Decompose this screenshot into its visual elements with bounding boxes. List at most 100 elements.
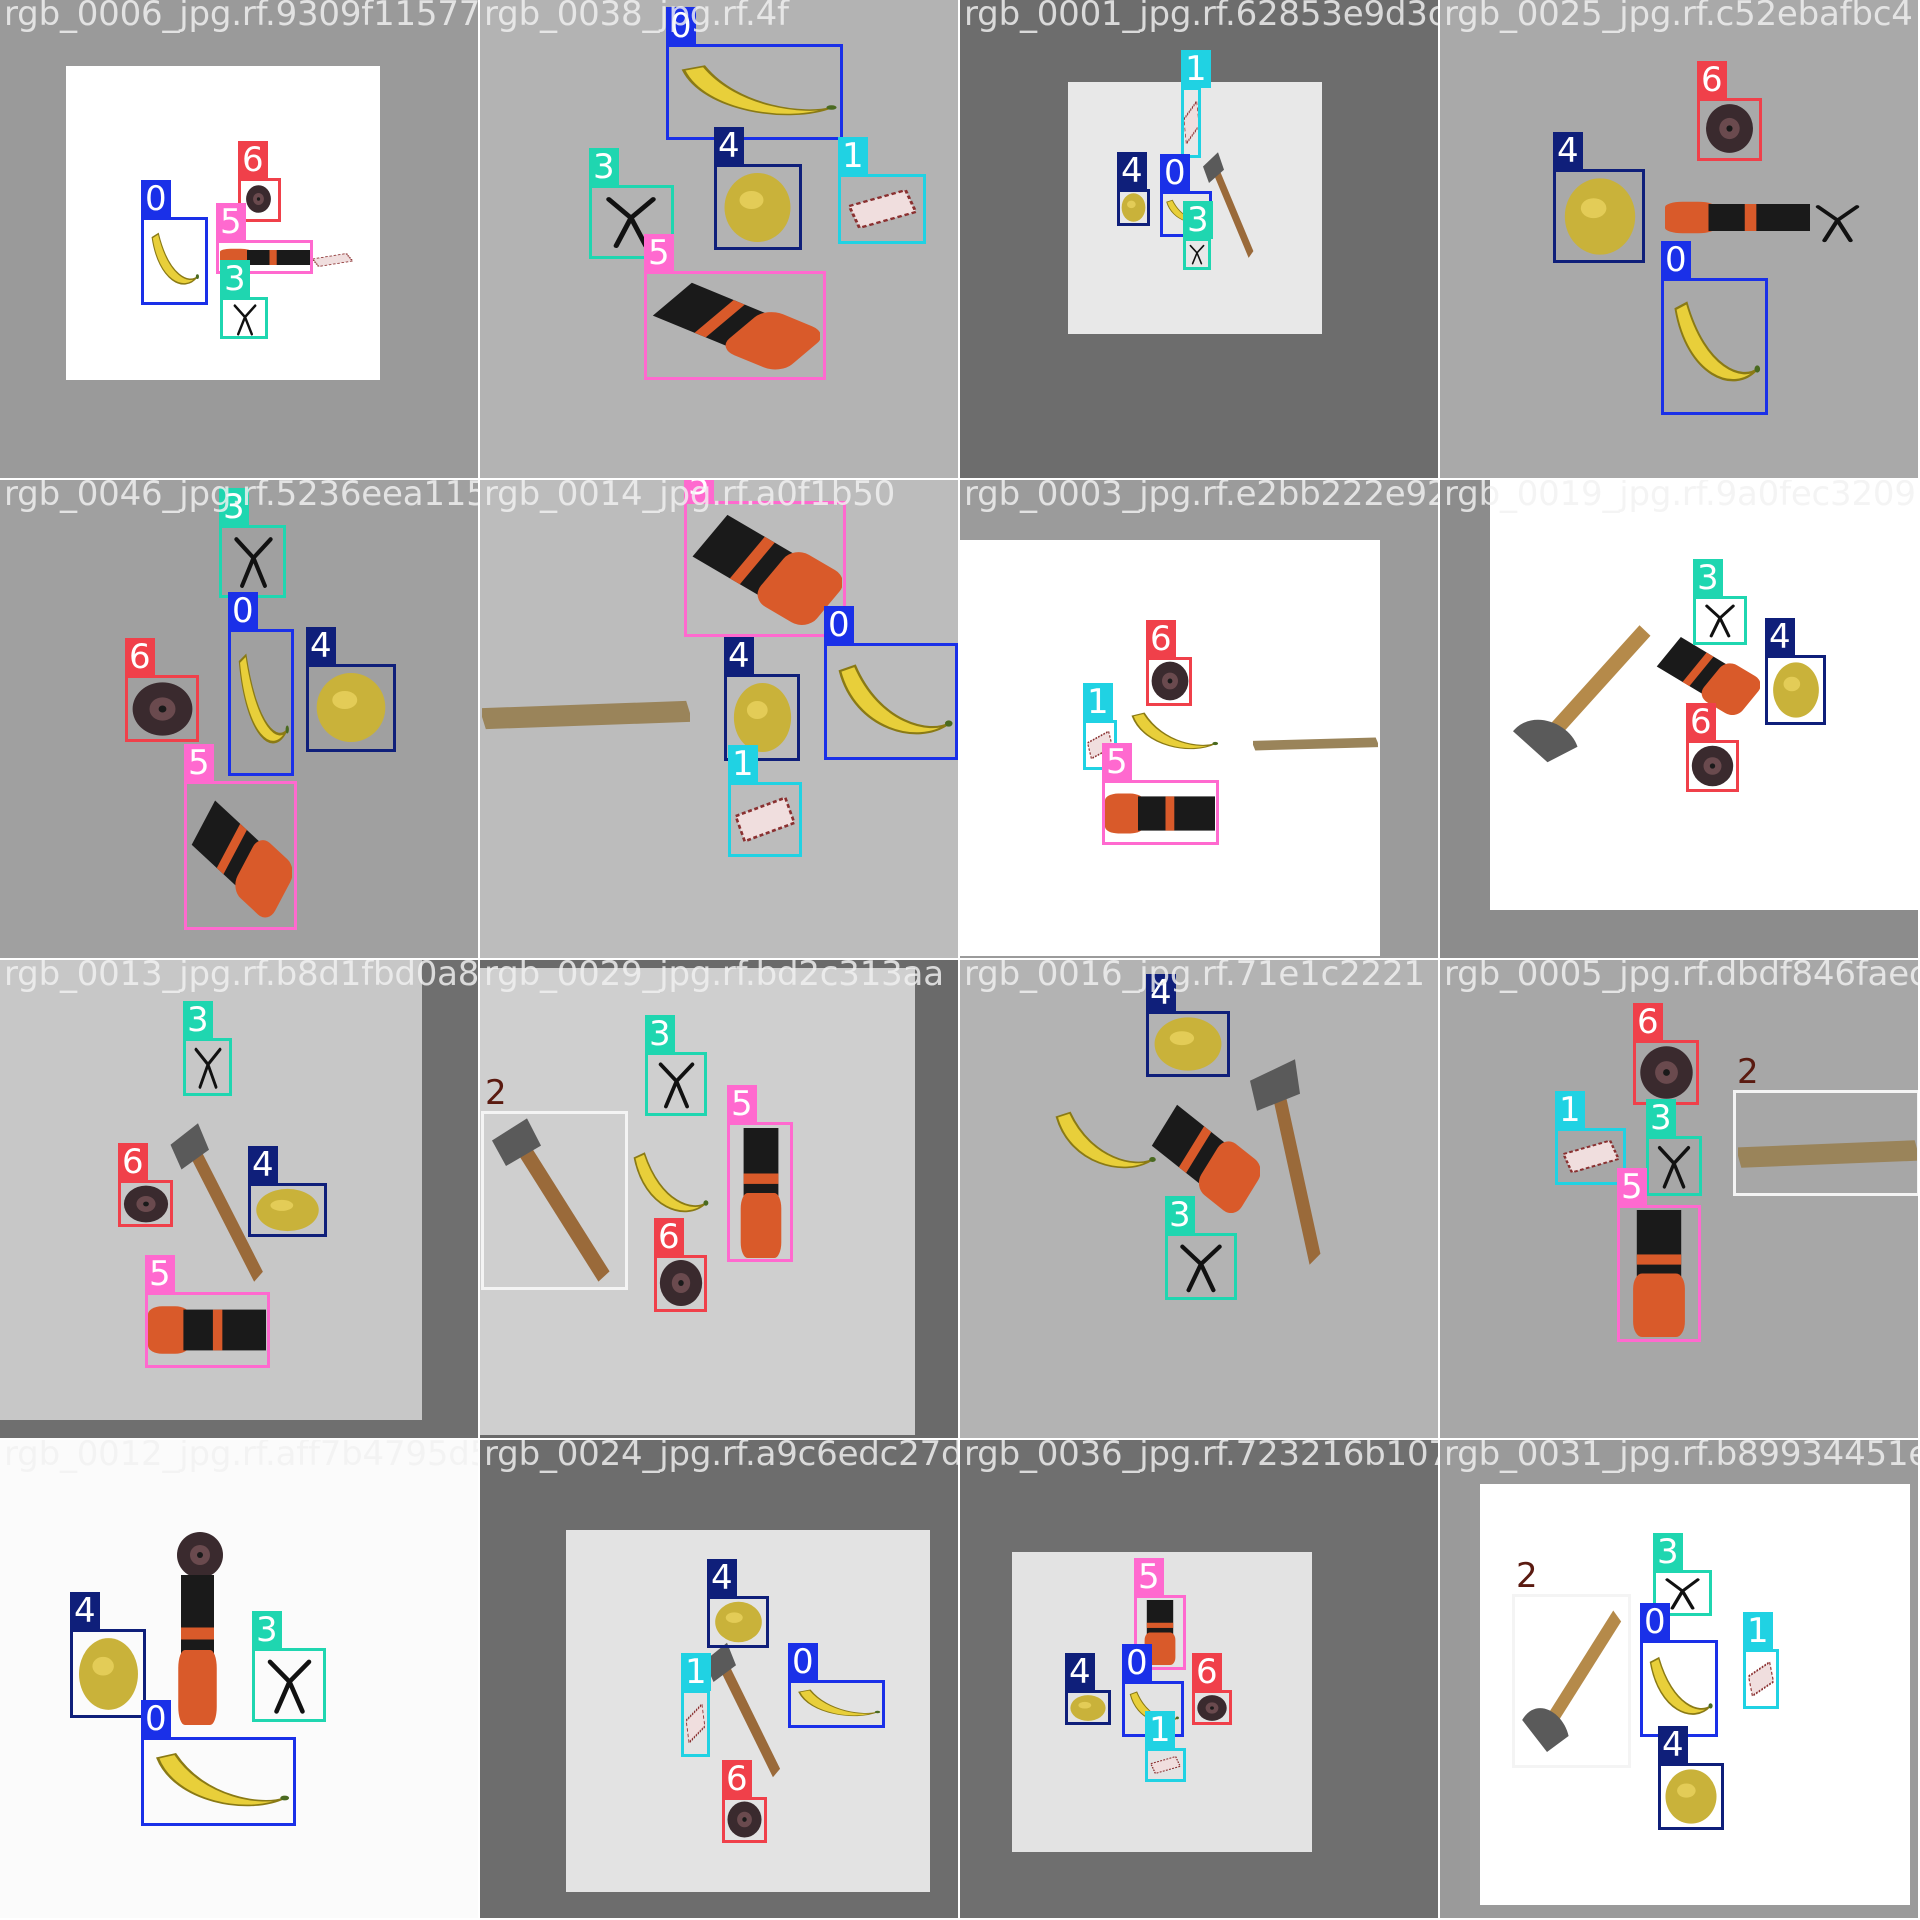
tile: 6 2 1 3 5 rgb_0005_jpg.rf.dbdf846faec (1440, 960, 1918, 1438)
bounding-box: 3 (1693, 559, 1747, 645)
bounding-box: 5 (145, 1255, 270, 1368)
class-label: 5 (1134, 1558, 1164, 1596)
tile: 2 3 0 1 4 rgb_0031_jpg.rf.b89934451e (1440, 1440, 1918, 1918)
banana-object (670, 55, 840, 130)
drill-diag-object (1150, 1095, 1261, 1220)
sticks-object (1149, 1752, 1182, 1778)
stick-long-object (480, 680, 693, 750)
bounding-box: 0 (1122, 1644, 1184, 1737)
tile: 1 4 0 3 rgb_0001_jpg.rf.62853e9d3ca (960, 0, 1438, 478)
sticks-object (1183, 90, 1200, 155)
bounding-box: 5 (1102, 743, 1219, 845)
class-label: 6 (722, 1760, 752, 1798)
lemon-object (1770, 660, 1822, 720)
tile-title: rgb_0038_jpg.rf.4f (484, 0, 789, 34)
tile: 3 0 6 4 5 rgb_0046_jpg.rf.5236eea115 (0, 480, 478, 958)
pliers-object (225, 530, 282, 592)
sticks-object (685, 1694, 706, 1753)
bounding-box: 6 (722, 1760, 767, 1843)
class-label: 3 (220, 260, 250, 298)
hammer-object (700, 1640, 790, 1780)
disc-object (658, 1258, 704, 1308)
class-label: 4 (714, 127, 744, 165)
hammer-object (165, 1120, 275, 1285)
class-label: 5 (684, 480, 714, 502)
hammer-l-object (1520, 1600, 1628, 1760)
tile-title: rgb_0003_jpg.rf.e2bb222e92 (964, 480, 1438, 514)
bounding-box: 1 (1145, 1711, 1186, 1782)
class-label: 2 (1737, 1052, 1759, 1092)
class-label: 4 (1765, 618, 1795, 656)
bounding-box: 3 (220, 260, 268, 339)
bounding-box: 5 (727, 1085, 793, 1262)
class-label: 1 (1083, 683, 1113, 721)
tile: 4 3 0 rgb_0012_jpg.rf.aff7b4795d5 (0, 1440, 478, 1918)
tile-title: rgb_0005_jpg.rf.dbdf846faec (1444, 960, 1918, 994)
bounding-box: 3 (1653, 1533, 1712, 1616)
disc-object (130, 680, 195, 738)
class-label: 3 (183, 1001, 213, 1039)
banana-object (235, 635, 290, 770)
bounding-box: 4 (1553, 132, 1645, 263)
disc-object (245, 184, 272, 214)
lemon-object (730, 680, 795, 755)
class-label: 4 (1117, 152, 1147, 190)
drill-diag-object (650, 275, 821, 375)
bounding-box: 0 (228, 592, 294, 776)
class-label: 1 (1145, 1711, 1175, 1749)
drill-diag-object (190, 790, 293, 925)
class-label: 6 (1146, 620, 1176, 658)
bounding-box: 0 (666, 7, 843, 140)
bounding-box: 0 (1640, 1603, 1718, 1737)
bounding-box: 1 (728, 745, 802, 857)
disc-object (1690, 744, 1735, 788)
tile: 5 4 0 6 1 rgb_0036_jpg.rf.723216b1072 (960, 1440, 1438, 1918)
tile: 6 4 0 rgb_0025_jpg.rf.c52ebafbc4 (1440, 0, 1918, 478)
tile-title: rgb_0006_jpg.rf.9309f1157705bf9068a0dd5f… (4, 0, 478, 34)
bounding-box: 2 (1733, 1053, 1918, 1196)
class-label: 5 (1102, 743, 1132, 781)
class-label: 5 (644, 234, 674, 272)
bounding-box: 2 (1512, 1557, 1631, 1768)
class-label: 2 (485, 1073, 507, 1113)
bounding-box: 4 (248, 1146, 327, 1237)
tile: 3 4 6 rgb_0019_jpg.rf.9a0fec32099 (1440, 480, 1918, 958)
stick-long-object (1251, 728, 1380, 760)
class-label: 6 (238, 141, 268, 179)
class-label: 1 (1181, 50, 1211, 88)
class-label: 1 (681, 1653, 711, 1691)
class-label: 0 (1661, 241, 1691, 279)
hammer-object (1200, 150, 1260, 260)
tile-title: rgb_0016_jpg.rf.71e1c2221 (964, 960, 1425, 994)
banana-object (1645, 1645, 1714, 1732)
disc-object (1196, 1694, 1228, 1722)
class-label: 3 (1653, 1533, 1683, 1571)
lemon-object (1068, 1694, 1108, 1722)
lemon-object (712, 1600, 765, 1644)
sticks-object (845, 180, 920, 238)
bounding-box: 6 (118, 1143, 173, 1227)
bounding-box: 1 (681, 1653, 711, 1757)
banana-object (628, 1140, 710, 1230)
class-label: 3 (589, 148, 619, 186)
bounding-box: 0 (824, 606, 958, 760)
class-label: 5 (216, 203, 246, 241)
drill-v-object (1138, 1600, 1182, 1665)
hammer-l-object (1510, 615, 1660, 770)
hammer-v-object (1245, 1055, 1345, 1270)
pliers-object (650, 1056, 703, 1112)
class-label: 6 (1686, 703, 1716, 741)
tile: 6 1 5 rgb_0003_jpg.rf.e2bb222e92 (960, 480, 1438, 958)
lemon-object (1662, 1767, 1720, 1826)
class-label: 3 (1693, 559, 1723, 597)
class-label: 6 (1633, 1003, 1663, 1041)
bounding-box: 1 (1743, 1612, 1779, 1709)
tile: 3 6 4 5 rgb_0013_jpg.rf.b8d1fbd0a8 (0, 960, 478, 1438)
tile-plate (1480, 1484, 1910, 1905)
bounding-box: 5 (1134, 1558, 1186, 1670)
sticks-object (310, 250, 355, 270)
bounding-box: 3 (645, 1015, 707, 1116)
tile: 5 4 0 1 rgb_0014_jpg.rf.a0f1b50 (480, 480, 958, 958)
hammer-object (485, 1115, 625, 1285)
